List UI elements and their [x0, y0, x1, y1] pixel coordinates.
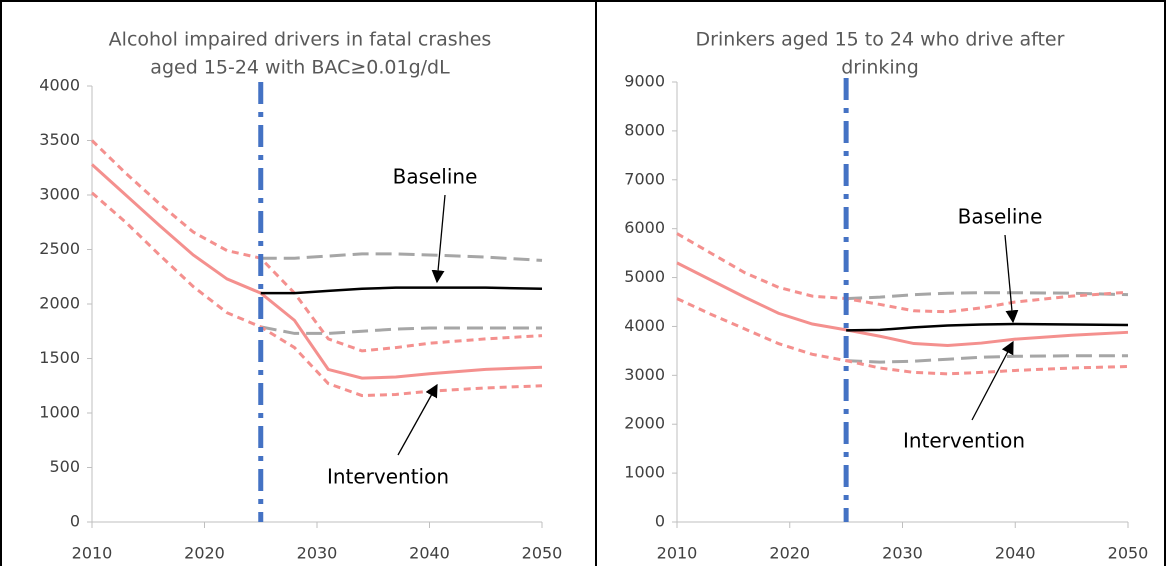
x-tick-label: 2050: [1108, 544, 1149, 563]
annotation: Baseline: [958, 205, 1043, 229]
x-tick-label: 2020: [769, 544, 810, 563]
y-tick-label: 2000: [39, 294, 80, 313]
chart-title: Alcohol impaired drivers in fatal crashe…: [109, 29, 492, 51]
y-tick-label: 1000: [624, 463, 665, 482]
y-tick-label: 7000: [624, 169, 665, 188]
chart-title: drinking: [841, 57, 919, 79]
annotation-arrow: [397, 383, 438, 456]
x-tick-label: 2050: [522, 544, 563, 563]
annotation: Baseline: [393, 165, 478, 189]
y-tick-label: 1500: [39, 348, 80, 367]
y-tick-label: 2000: [624, 414, 665, 433]
x-tick-label: 2040: [995, 544, 1036, 563]
y-tick-label: 1000: [39, 403, 80, 422]
y-tick-label: 3000: [39, 185, 80, 204]
chart-title: Drinkers aged 15 to 24 who drive after: [696, 29, 1065, 51]
series-line: [846, 354, 1128, 364]
series-line: [676, 261, 1129, 348]
y-tick-label: 8000: [624, 120, 665, 139]
x-tick-label: 2010: [657, 544, 698, 563]
y-tick-label: 2500: [39, 239, 80, 258]
x-tick-label: 2010: [72, 544, 113, 563]
y-tick-label: 3000: [624, 365, 665, 384]
y-tick-label: 500: [49, 457, 80, 476]
x-tick-label: 2030: [297, 544, 338, 563]
chart-title: aged 15-24 with BAC≥0.01g/dL: [150, 57, 450, 79]
y-tick-label: 0: [70, 512, 80, 531]
x-tick-label: 2040: [409, 544, 450, 563]
series-line: [260, 286, 543, 295]
series-line: [846, 322, 1129, 332]
series-line: [260, 252, 543, 262]
y-tick-label: 5000: [624, 267, 665, 286]
series-line: [846, 291, 1129, 301]
y-tick-label: 3500: [39, 130, 80, 149]
annotation-arrow: [1004, 234, 1019, 324]
y-tick-label: 4000: [39, 76, 80, 95]
series-line: [90, 163, 543, 380]
series-line: [91, 191, 543, 398]
y-tick-label: 0: [655, 512, 665, 531]
x-tick-label: 2020: [184, 544, 225, 563]
x-tick-label: 2030: [882, 544, 923, 563]
annotation: Intervention: [903, 429, 1025, 453]
y-tick-label: 6000: [624, 218, 665, 237]
series-line: [676, 232, 1129, 314]
annotation: Intervention: [327, 465, 449, 489]
series-line: [676, 297, 1129, 376]
y-tick-label: 4000: [624, 316, 665, 335]
annotation-arrow: [431, 194, 446, 284]
annotation-arrow: [971, 340, 1014, 421]
series-line: [260, 325, 542, 335]
y-tick-label: 9000: [624, 72, 665, 91]
